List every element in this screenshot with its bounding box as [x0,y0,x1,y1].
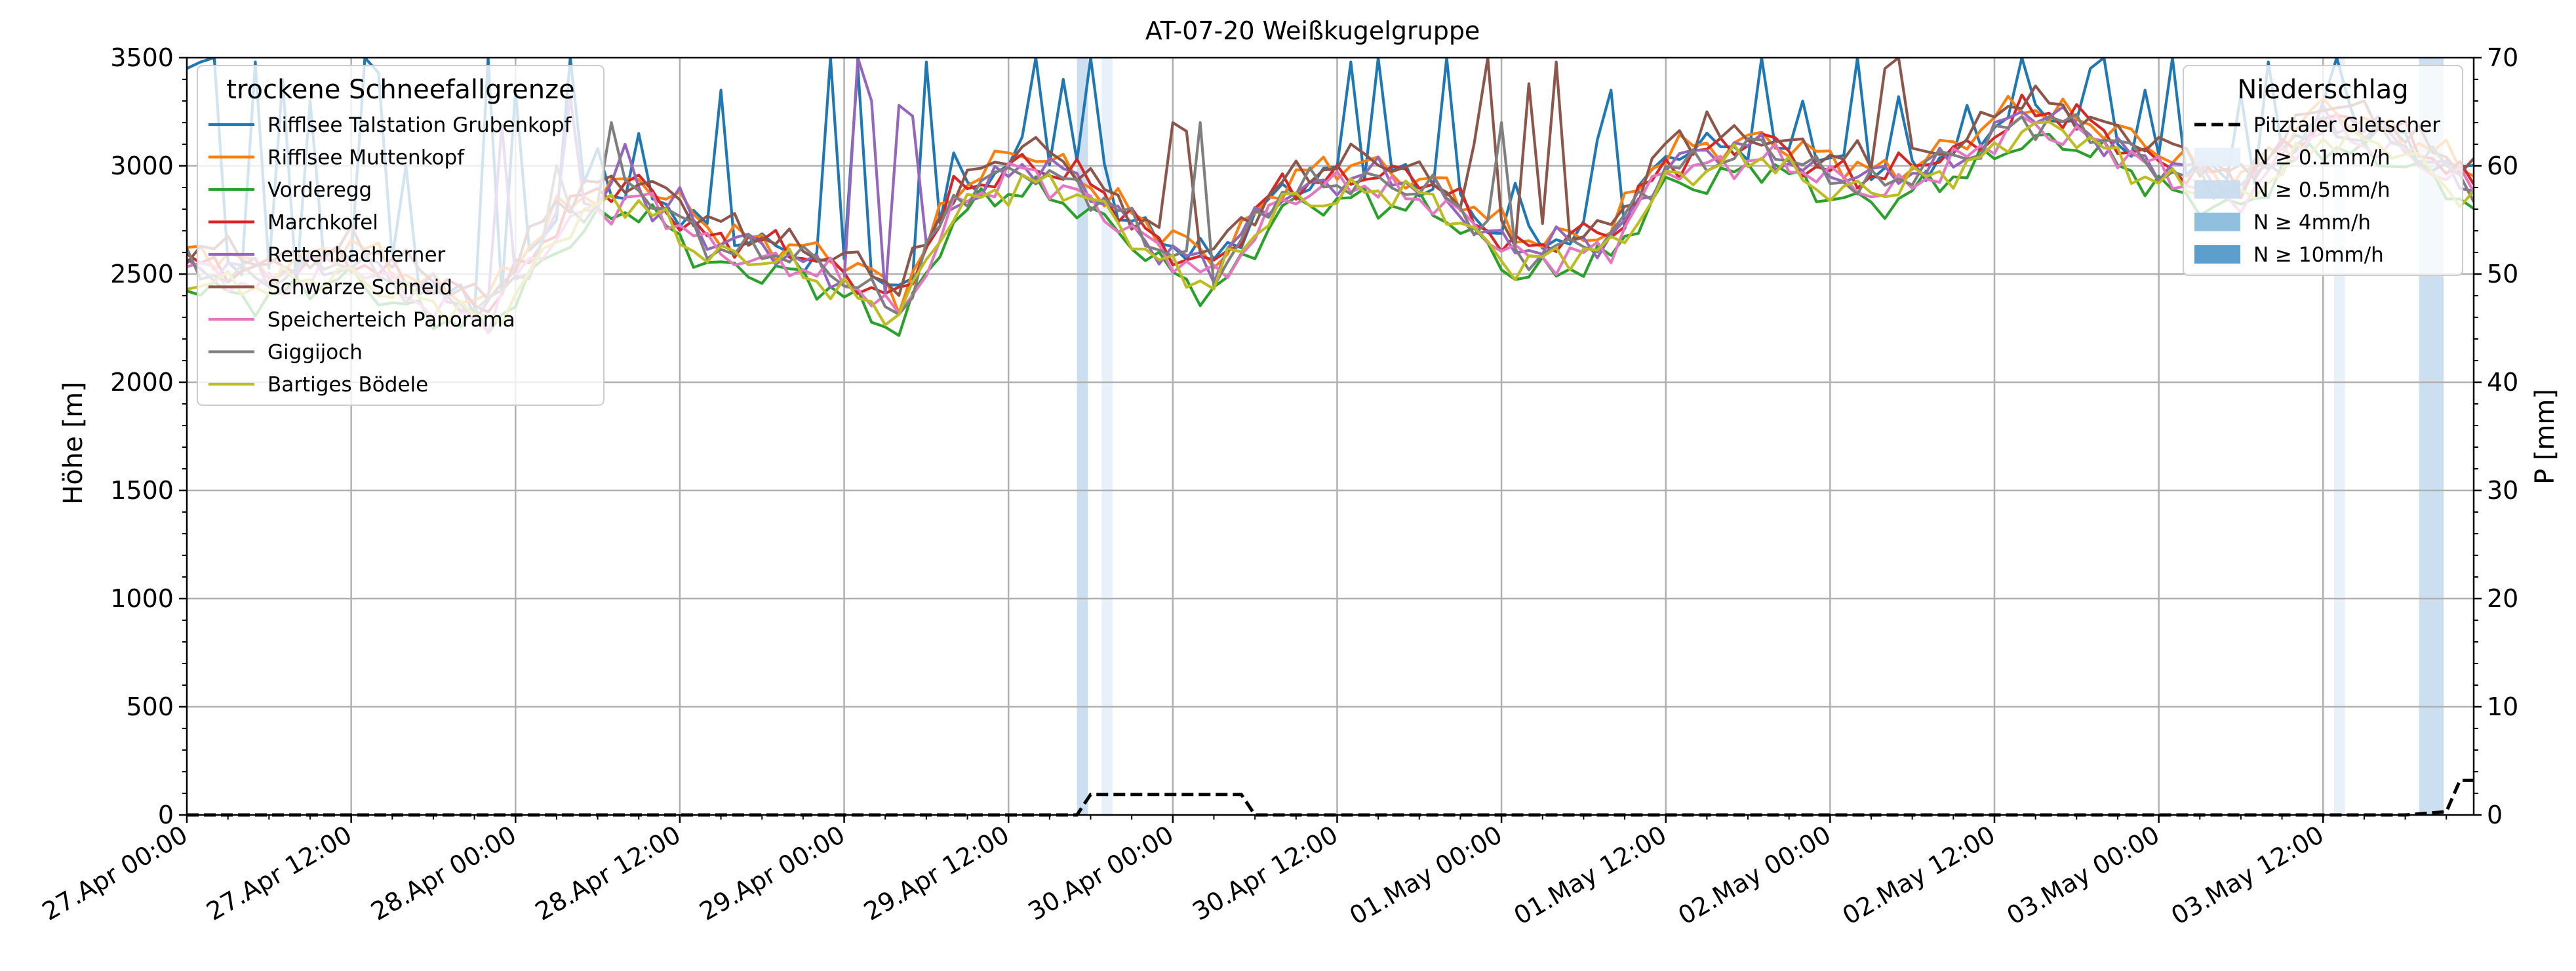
y-tick-label: 2000 [110,368,174,397]
precip-band [1077,58,1088,815]
legend-precipitation-swatch [2194,212,2240,231]
y-tick-label: 0 [158,801,174,829]
legend-precipitation: Niederschlag Pitztaler Gletscher N ≥ 0.1m… [2183,65,2463,276]
legend-precipitation-label: Pitztaler Gletscher [2253,113,2440,137]
y2-tick-label: 40 [2487,368,2518,397]
legend-precipitation-swatch [2194,180,2240,199]
legend-snowline-label: Marchkofel [268,211,378,235]
legend-snowline-label: Schwarze Schneid [268,276,452,300]
legend-precipitation-label: N ≥ 0.5mm/h [2253,178,2390,202]
legend-snowline-title: trockene Schneefallgrenze [226,75,574,105]
y2-tick-label: 30 [2487,476,2518,505]
y-tick-label: 2500 [110,260,174,288]
y2-axis-label: P [mm] [2530,389,2560,485]
precip-line-pitztaler-gletscher [187,778,2474,817]
legend-snowline-label: Speicherteich Panorama [268,308,515,332]
legend-snowline-label: Rifflsee Talstation Grubenkopf [268,113,572,137]
legend-snowline-label: Vorderegg [268,178,372,202]
legend-snowline-label: Rifflsee Muttenkopf [268,146,465,170]
plot-frame [186,56,2475,816]
y-tick-label: 1500 [110,476,174,505]
y-tick-label: 1000 [110,584,174,613]
y2-tick-label: 10 [2487,692,2518,721]
legend-precipitation-label: N ≥ 0.1mm/h [2253,146,2390,170]
legend-snowline-label: Rettenbachferner [268,243,446,267]
legend-precipitation-label: N ≥ 10mm/h [2253,243,2384,267]
legend-snowline-box [197,65,604,406]
y-tick-label: 500 [126,692,174,721]
y2-tick-label: 60 [2487,151,2518,180]
y-axis-label: Höhe [m] [58,382,89,504]
legend-precipitation-box [2183,65,2463,276]
legend-precipitation-title: Niederschlag [2237,75,2408,105]
legend-precipitation-swatch [2194,148,2240,167]
y-tick-label: 3500 [110,43,174,72]
legend-snowline-label: Bartiges Bödele [268,373,428,397]
y2-tick-label: 20 [2487,584,2518,613]
legend-precipitation-label: N ≥ 4mm/h [2253,211,2371,235]
y2-tick-label: 50 [2487,260,2518,288]
y2-tick-label: 70 [2487,43,2518,72]
legend-precipitation-swatch [2194,245,2240,264]
y-tick-label: 3000 [110,151,174,180]
chart-title: AT-07-20 Weißkugelgruppe [1145,16,1480,45]
precipitation-line [187,778,2474,817]
legend-snowline-label: Giggijoch [268,341,363,365]
y2-tick-label: 0 [2487,801,2503,829]
precip-band [1101,58,1113,815]
legend-snowline: trockene Schneefallgrenze Rifflsee Talst… [197,65,604,406]
